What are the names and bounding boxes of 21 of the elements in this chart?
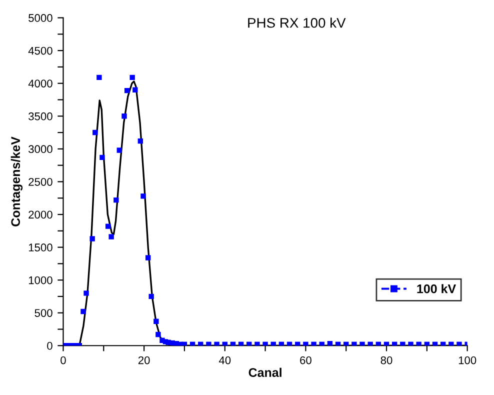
y-tick-label: 3500 bbox=[28, 112, 52, 120]
x-tick-label: 0 bbox=[60, 356, 66, 364]
y-tick-label: 5000 bbox=[28, 14, 52, 22]
y-tick-label: 500 bbox=[34, 309, 52, 317]
x-tick-label: 80 bbox=[380, 356, 392, 364]
chart-title: PHS RX 100 kV bbox=[248, 18, 346, 28]
x-tick-label: 60 bbox=[300, 356, 312, 364]
x-tick-label: 100 bbox=[458, 356, 476, 364]
y-tick-label: 4500 bbox=[28, 46, 52, 55]
y-tick-label: 2000 bbox=[28, 210, 52, 219]
y-tick-label: 0 bbox=[47, 342, 52, 350]
y-tick-label: 2500 bbox=[28, 178, 52, 186]
y-axis-title: Contagens/keV bbox=[10, 136, 23, 226]
x-tick-label: 40 bbox=[218, 356, 231, 364]
y-tick-label: 4000 bbox=[28, 80, 52, 88]
legend-label: 100 kV bbox=[417, 284, 456, 294]
y-tick-label: 3000 bbox=[28, 145, 52, 154]
x-tick-label: 20 bbox=[138, 356, 150, 364]
x-axis-title: Canal bbox=[248, 368, 282, 377]
y-tick-label: 1500 bbox=[28, 244, 52, 252]
y-tick-label: 1000 bbox=[28, 276, 52, 284]
